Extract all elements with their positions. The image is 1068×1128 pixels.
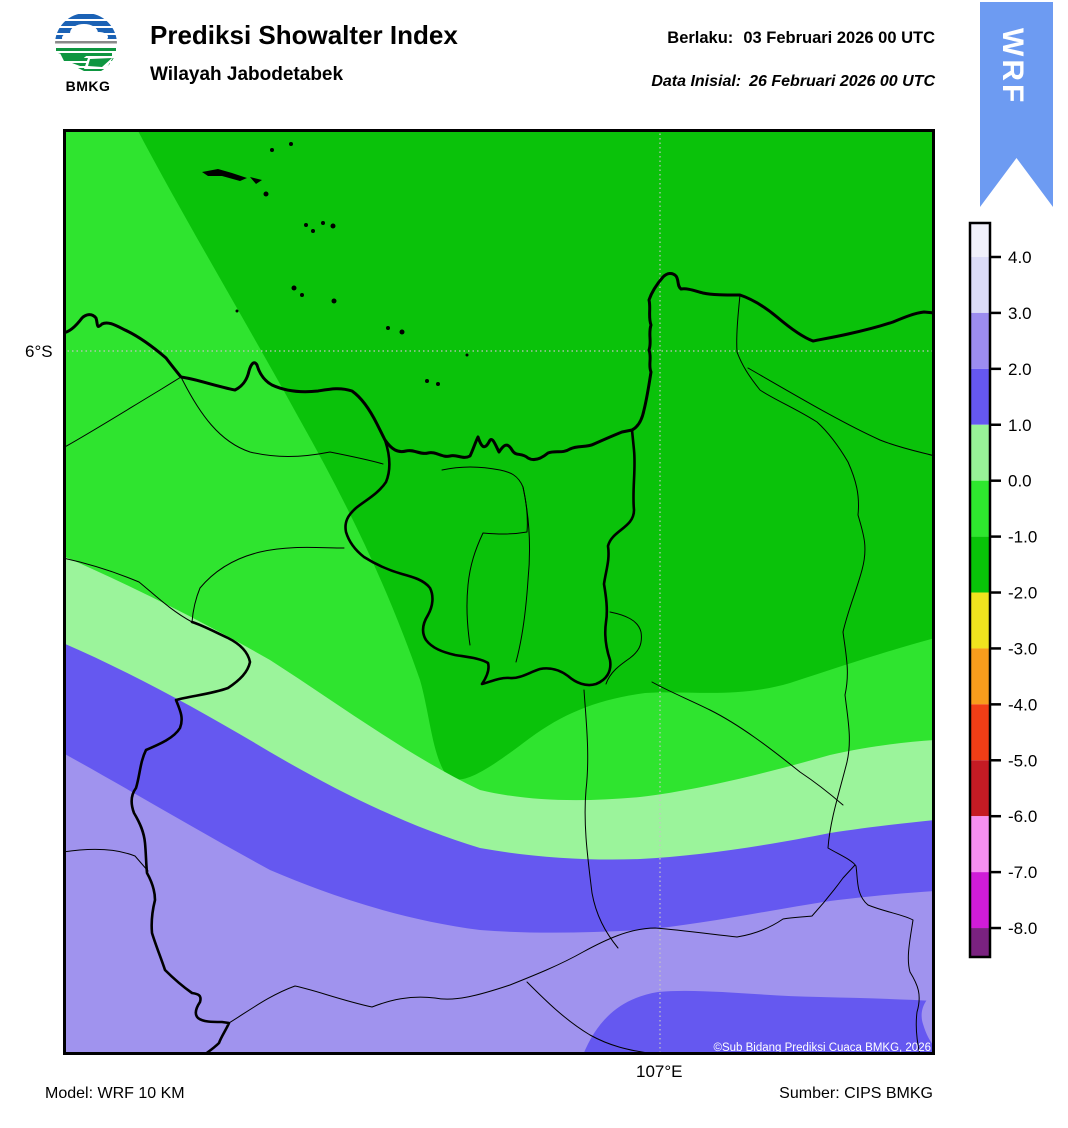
colorbar-tick-label: -4.0 xyxy=(1008,695,1037,714)
colorbar-tick-label: 3.0 xyxy=(1008,304,1032,323)
colorbar-segment xyxy=(970,424,990,481)
wrf-ribbon: WRF xyxy=(980,2,1053,207)
colorbar-segment xyxy=(970,257,990,313)
jabodetabek-boundary xyxy=(344,428,636,687)
logo-horizon-line xyxy=(55,41,117,44)
colorbar-segment xyxy=(970,480,990,537)
admin-boundaries xyxy=(63,294,935,1055)
colorbar-segment xyxy=(970,368,990,425)
model-label: Model: WRF 10 KM xyxy=(45,1085,185,1102)
band-minus1-to-minus2 xyxy=(137,129,935,780)
band-blob-southeast-blue xyxy=(583,990,935,1055)
colorbar-tick-label: 0.0 xyxy=(1008,472,1032,491)
colorbar: 4.0 3.0 2.0 1.0 0.0 -1.0 -2.0 -3.0 -4.0 -5.0 -6.0 -… xyxy=(968,221,1037,959)
colorbar-tick-label: 4.0 xyxy=(1008,248,1032,267)
page-subtitle: Wilayah Jabodetabek xyxy=(150,64,344,85)
map-border xyxy=(63,129,935,1055)
initial-data-line: Data Inisial: 26 Februari 2026 00 UTC xyxy=(651,73,935,91)
colorbar-segment xyxy=(970,536,990,593)
colorbar-segment xyxy=(970,872,990,929)
colorbar-segment xyxy=(970,592,990,649)
valid-time-label: Berlaku: xyxy=(667,29,734,47)
forecast-map: ©Sub Bidang Prediksi Cuaca BMKG, 2026 xyxy=(63,129,935,1055)
colorbar-tick-label: -7.0 xyxy=(1008,863,1037,882)
longitude-label: 107°E xyxy=(636,1062,683,1081)
colorbar-tick-label: -1.0 xyxy=(1008,528,1037,547)
colorbar-segment xyxy=(970,223,990,257)
bmkg-logo: BMKG xyxy=(54,12,122,94)
colorbar-tick-label: 2.0 xyxy=(1008,360,1032,379)
latitude-label: 6°S xyxy=(25,342,53,361)
source-label: Sumber: CIPS BMKG xyxy=(779,1085,933,1102)
logo-caption: BMKG xyxy=(65,78,111,94)
map-copyright: ©Sub Bidang Prediksi Cuaca BMKG, 2026 xyxy=(713,1042,931,1054)
valid-time-line: Berlaku: 03 Februari 2026 00 UTC xyxy=(667,29,935,48)
bmkg-logo-icon xyxy=(55,13,117,75)
province-boundary-west xyxy=(130,620,252,1055)
colorbar-segment xyxy=(970,704,990,761)
colorbar-segment xyxy=(970,816,990,873)
logo-land-stripes xyxy=(56,48,116,71)
colorbar-tick-label: -3.0 xyxy=(1008,639,1037,658)
graticule xyxy=(63,129,935,1055)
colorbar-tick-label: -2.0 xyxy=(1008,584,1037,603)
initial-data-value: 26 Februari 2026 00 UTC xyxy=(749,73,935,90)
colorbar-tick-label: -5.0 xyxy=(1008,751,1037,770)
colorbar-segment xyxy=(970,312,990,369)
band-notch-purple xyxy=(921,993,935,1047)
colorbar-segment xyxy=(970,760,990,817)
colorbar-outline xyxy=(968,221,992,959)
coastline xyxy=(63,272,935,462)
islands xyxy=(202,142,469,386)
colorbar-tick-label: -6.0 xyxy=(1008,807,1037,826)
colorbar-tick-label: 1.0 xyxy=(1008,416,1032,435)
initial-data-label: Data Inisial: xyxy=(651,73,742,90)
valid-time-value: 03 Februari 2026 00 UTC xyxy=(743,29,935,47)
ribbon-shape xyxy=(980,2,1053,207)
ribbon-label: WRF xyxy=(996,28,1029,105)
colorbar-tick-label: -8.0 xyxy=(1008,919,1037,938)
band-2-to-3 xyxy=(63,753,935,1055)
logo-sky-stripes xyxy=(55,14,117,43)
colorbar-segment xyxy=(970,928,990,957)
colorbar-segment xyxy=(970,648,990,705)
page-title: Prediksi Showalter Index xyxy=(150,20,458,50)
